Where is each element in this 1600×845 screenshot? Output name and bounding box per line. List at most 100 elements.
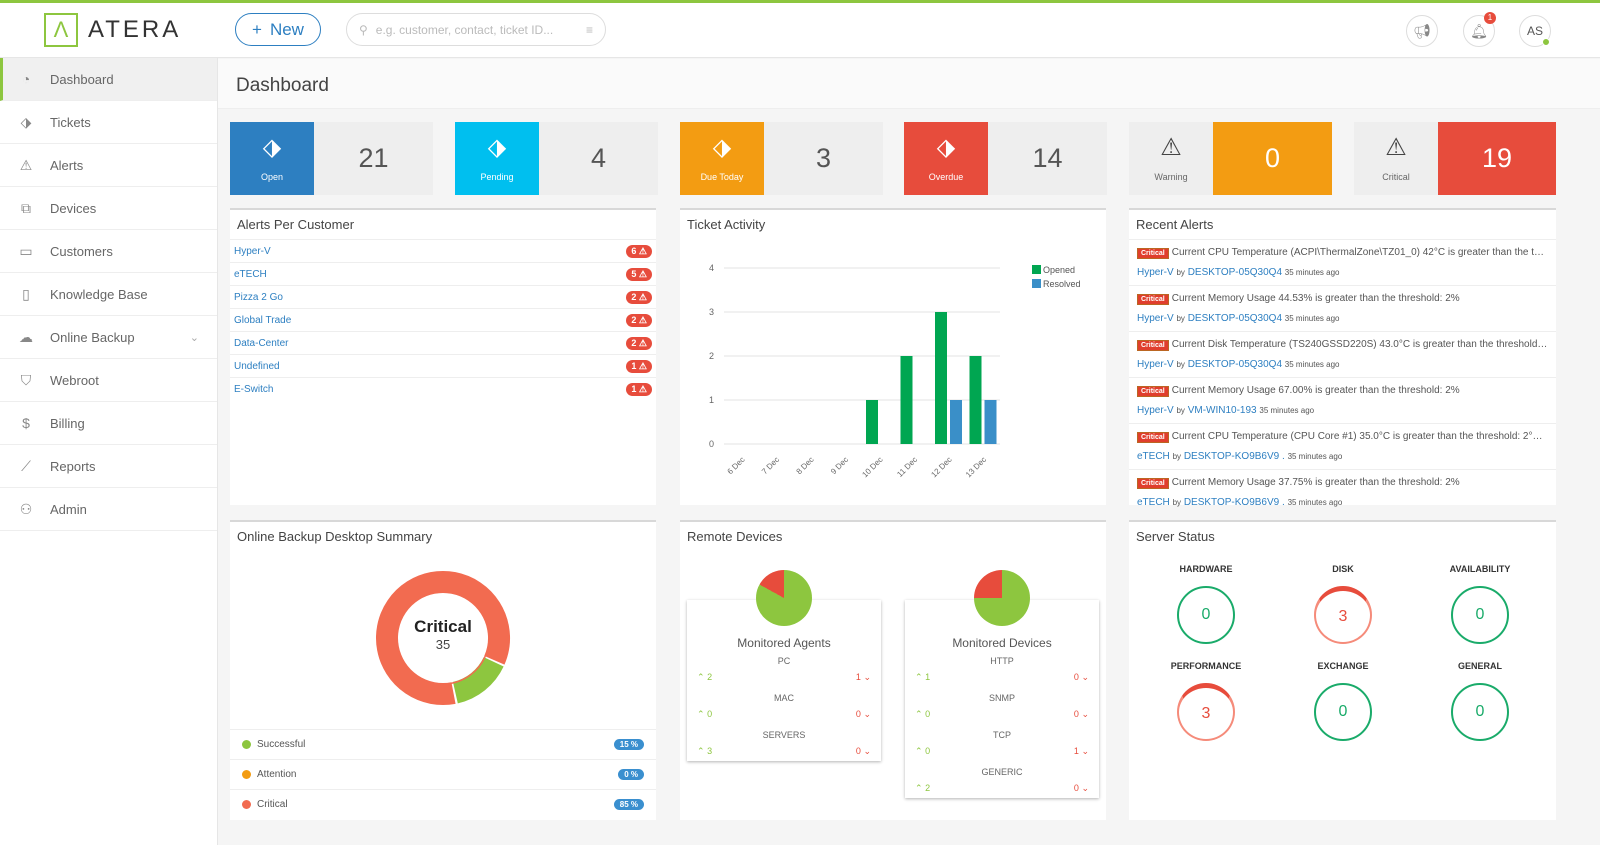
sidebar-item-knowledge-base[interactable]: ▯ Knowledge Base bbox=[0, 273, 217, 316]
customer-alert-row[interactable]: Undefined 1 ⚠ bbox=[230, 354, 656, 377]
stat-card-pending[interactable]: ⬗ Pending 4 bbox=[455, 122, 658, 195]
device-type-row[interactable]: PC ⌃ 2 1 ⌄ bbox=[687, 650, 881, 687]
device-type-row[interactable]: SERVERS ⌃ 3 0 ⌄ bbox=[687, 724, 881, 761]
customer-alert-row[interactable]: Global Trade 2 ⚠ bbox=[230, 308, 656, 331]
bar-opened[interactable] bbox=[866, 400, 878, 444]
device-type: PC bbox=[777, 656, 791, 666]
device-link[interactable]: VM-WIN10-193 bbox=[1187, 405, 1257, 416]
customer-link[interactable]: Hyper-V bbox=[1137, 405, 1174, 416]
stat-card-open[interactable]: ⬗ Open 21 bbox=[230, 122, 433, 195]
server-status-disk[interactable]: DISK 3 bbox=[1283, 564, 1403, 644]
customer-link[interactable]: eTECH bbox=[1137, 497, 1170, 508]
panel-title: Remote Devices bbox=[687, 529, 783, 544]
chevron-down-icon[interactable]: ⌄ bbox=[189, 331, 199, 344]
device-type-row[interactable]: TCP ⌃ 0 1 ⌄ bbox=[905, 724, 1099, 761]
sidebar-item-reports[interactable]: ⟋ Reports bbox=[0, 445, 217, 488]
recent-alert-item[interactable]: Critical Current Disk Temperature (TS240G… bbox=[1129, 331, 1556, 377]
down-count: 0 ⌄ bbox=[1074, 672, 1089, 683]
chevron-up-icon: ⌃ bbox=[697, 746, 705, 756]
customer-alert-row[interactable]: eTECH 5 ⚠ bbox=[230, 262, 656, 285]
device-type-row[interactable]: GENERIC ⌃ 2 0 ⌄ bbox=[905, 761, 1099, 798]
recent-alert-item[interactable]: Critical Current Memory Usage 67.00% is g… bbox=[1129, 377, 1556, 423]
sidebar-item-billing[interactable]: $ Billing bbox=[0, 402, 217, 445]
sidebar-item-online-backup[interactable]: ☁ Online Backup ⌄ bbox=[0, 316, 217, 359]
bell-icon[interactable]: 🔔︎ 1 bbox=[1463, 12, 1496, 47]
stat-value: 21 bbox=[314, 122, 433, 195]
customer-link[interactable]: eTECH bbox=[1137, 451, 1170, 462]
customer-link[interactable]: Hyper-V bbox=[1137, 359, 1174, 370]
chevron-up-icon: ⌃ bbox=[915, 783, 923, 793]
search-input[interactable]: ⚲ e.g. customer, contact, ticket ID... ≡ bbox=[346, 13, 606, 46]
up-value: 2 bbox=[925, 783, 931, 793]
recent-alert-item[interactable]: Critical Current Memory Usage 37.75% is g… bbox=[1129, 469, 1556, 515]
server-status-performance[interactable]: PERFORMANCE 3 bbox=[1146, 661, 1266, 741]
bar-resolved[interactable] bbox=[984, 400, 997, 444]
device-link[interactable]: DESKTOP-KO9B6V9 . bbox=[1183, 451, 1285, 462]
customer-link[interactable]: Hyper-V bbox=[1137, 313, 1174, 324]
new-button[interactable]: + New bbox=[235, 13, 321, 46]
bar-opened[interactable] bbox=[900, 356, 913, 444]
filter-icon[interactable]: ≡ bbox=[585, 22, 593, 37]
customer-alert-row[interactable]: Hyper-V 6 ⚠ bbox=[230, 239, 656, 262]
megaphone-icon[interactable]: 📢︎ bbox=[1406, 15, 1438, 47]
device-type: MAC bbox=[774, 693, 794, 703]
sidebar-item-tickets[interactable]: ⬗ Tickets bbox=[0, 101, 217, 144]
recent-alert-item[interactable]: Critical Current CPU Temperature (ACPI\Th… bbox=[1129, 239, 1556, 285]
customer-alert-row[interactable]: Data-Center 2 ⚠ bbox=[230, 331, 656, 354]
sidebar-item-label: Admin bbox=[50, 501, 87, 517]
device-link[interactable]: DESKTOP-KO9B6V9 . bbox=[1183, 497, 1285, 508]
sidebar-item-devices[interactable]: ⧉ Devices bbox=[0, 187, 217, 230]
percent-badge: 0 % bbox=[618, 769, 644, 780]
sidebar-item-label: Online Backup bbox=[50, 329, 135, 345]
device-link[interactable]: DESKTOP-05Q30Q4 bbox=[1187, 359, 1283, 370]
bar-opened[interactable] bbox=[935, 312, 947, 444]
device-link[interactable]: DESKTOP-05Q30Q4 bbox=[1187, 267, 1283, 278]
bar-resolved[interactable] bbox=[950, 400, 962, 444]
logo[interactable]: Λ ATERA bbox=[44, 13, 181, 47]
stat-card-overdue[interactable]: ⬗ Overdue 14 bbox=[904, 122, 1107, 195]
logo-mark: Λ bbox=[44, 13, 78, 47]
sidebar-item-customers[interactable]: ▭ Customers bbox=[0, 230, 217, 273]
customer-link[interactable]: Global Trade bbox=[234, 314, 292, 326]
stat-card-due-today[interactable]: ⬗ Due Today 3 bbox=[680, 122, 883, 195]
device-type: TCP bbox=[993, 730, 1011, 740]
sidebar-item-webroot[interactable]: ⛉ Webroot bbox=[0, 359, 217, 402]
dashboard-icon: ◔ bbox=[21, 71, 31, 87]
down-value: 1 bbox=[1073, 746, 1079, 756]
server-status-general[interactable]: GENERAL 0 bbox=[1420, 661, 1540, 741]
bar-opened[interactable] bbox=[969, 356, 982, 444]
device-link[interactable]: DESKTOP-05Q30Q4 bbox=[1187, 313, 1283, 324]
recent-alert-item[interactable]: Critical Current Memory Usage 44.53% is g… bbox=[1129, 285, 1556, 331]
stat-card-critical[interactable]: ⚠ Critical 19 bbox=[1354, 122, 1556, 195]
server-status-hardware[interactable]: HARDWARE 0 bbox=[1146, 564, 1266, 644]
customer-link[interactable]: Hyper-V bbox=[234, 245, 271, 257]
server-status-availability[interactable]: AVAILABILITY 0 bbox=[1420, 564, 1540, 644]
chevron-down-icon: ⌄ bbox=[863, 746, 871, 756]
down-count: 0 ⌄ bbox=[1074, 783, 1089, 794]
customer-alert-row[interactable]: E-Switch 1 ⚠ bbox=[230, 377, 656, 400]
server-status-exchange[interactable]: EXCHANGE 0 bbox=[1283, 661, 1403, 741]
device-type-row[interactable]: HTTP ⌃ 1 0 ⌄ bbox=[905, 650, 1099, 687]
status-value: 0 bbox=[1201, 606, 1211, 623]
customer-link[interactable]: Undefined bbox=[234, 360, 280, 372]
customer-link[interactable]: Pizza 2 Go bbox=[234, 291, 283, 303]
recent-alert-item[interactable]: Critical Current CPU Temperature (CPU Cor… bbox=[1129, 423, 1556, 469]
chevron-up-icon: ⌃ bbox=[697, 672, 705, 682]
customer-link[interactable]: E-Switch bbox=[234, 383, 274, 395]
donut-segment-critical[interactable] bbox=[376, 571, 510, 705]
sidebar-item-dashboard[interactable]: ◔ Dashboard bbox=[0, 58, 217, 101]
sidebar-item-alerts[interactable]: ⚠ Alerts bbox=[0, 144, 217, 187]
customer-link[interactable]: eTECH bbox=[234, 268, 267, 280]
avatar[interactable]: AS bbox=[1519, 15, 1551, 47]
x-tick-label: 12 Dec bbox=[929, 455, 953, 479]
customer-link[interactable]: Data-Center bbox=[234, 337, 289, 349]
stat-card-warning[interactable]: ⚠ Warning 0 bbox=[1129, 122, 1332, 195]
sidebar-item-admin[interactable]: ⚇ Admin bbox=[0, 488, 217, 531]
customer-link[interactable]: Hyper-V bbox=[1137, 267, 1174, 278]
customer-alert-row[interactable]: Pizza 2 Go 2 ⚠ bbox=[230, 285, 656, 308]
alert-count: 2 bbox=[631, 337, 637, 348]
